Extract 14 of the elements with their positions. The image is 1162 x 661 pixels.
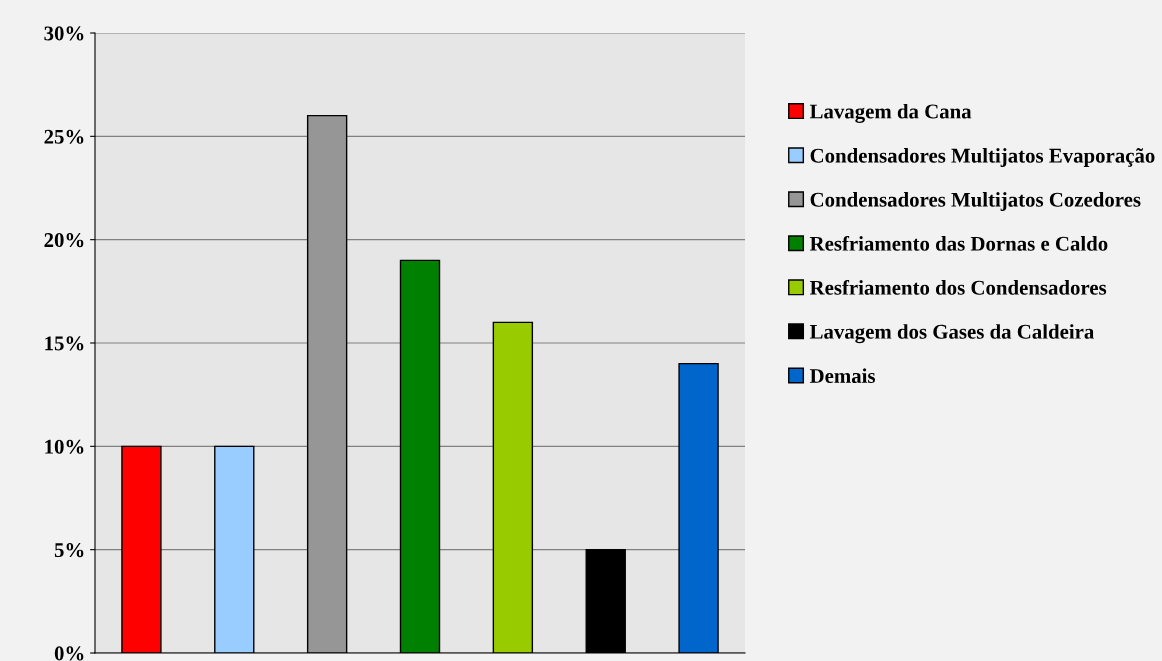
y-tick-label: 0%: [54, 646, 84, 661]
legend-label: Resfriamento dos Condensadores: [809, 279, 1107, 295]
legend-label: Lavagem da Cana: [809, 103, 972, 123]
legend-label: Condensadores Multijatos Evaporação: [810, 148, 1155, 167]
y-tick-label: 10%: [45, 439, 84, 454]
y-tick-label: 25%: [44, 129, 84, 144]
legend-label: Resfriamento das Dornas e Caldo: [809, 235, 1108, 251]
y-tick-label: 20%: [44, 233, 84, 248]
legend-label: Demais: [809, 368, 876, 383]
y-tick-label: 5%: [54, 543, 84, 558]
y-tick-label: 15%: [45, 336, 84, 351]
legend-label: Lavagem dos Gases da Caldeira: [809, 324, 1094, 344]
legend-label: Condensadores Multijatos Cozedores: [810, 192, 1141, 211]
y-tick-label: 30%: [44, 26, 84, 41]
